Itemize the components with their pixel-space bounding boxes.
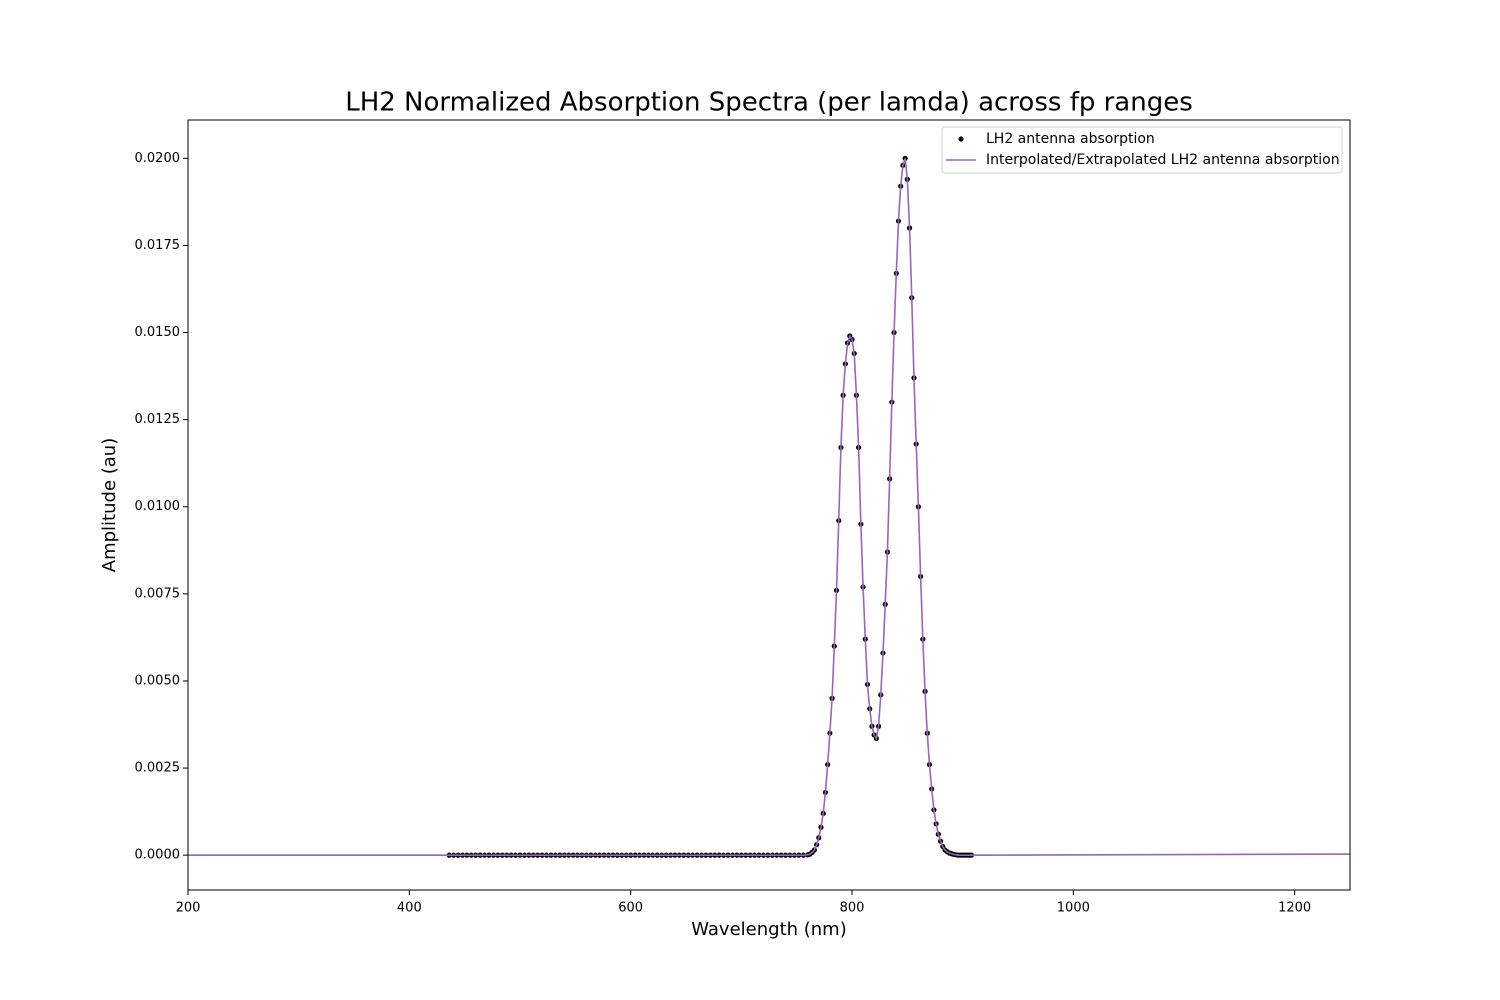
y-tick-label: 0.0100	[135, 499, 181, 514]
x-tick-label: 200	[176, 901, 201, 916]
x-tick-label: 600	[618, 901, 643, 916]
y-tick-label: 0.0075	[135, 586, 181, 601]
legend: LH2 antenna absorption Interpolated/Extra…	[941, 126, 1343, 174]
legend-marker	[958, 136, 964, 142]
y-tick-label: 0.0200	[135, 151, 181, 166]
y-tick-label: 0.0150	[135, 325, 181, 340]
x-tick-label: 800	[840, 901, 865, 916]
x-axis-label: Wavelength (nm)	[691, 919, 847, 940]
plot-area	[188, 155, 1351, 858]
legend-box	[941, 126, 1343, 174]
y-tick-label: 0.0175	[135, 238, 181, 253]
y-tick-label: 0.0000	[135, 848, 181, 863]
y-axis-label: Amplitude (au)	[99, 438, 120, 572]
chart-title: LH2 Normalized Absorption Spectra (per l…	[345, 88, 1193, 118]
legend-label: LH2 antenna absorption	[986, 131, 1155, 147]
line-series	[188, 158, 1351, 856]
axes-frame	[187, 119, 1351, 891]
x-tick-label: 400	[397, 901, 422, 916]
x-tick-label: 1200	[1278, 901, 1311, 916]
y-tick-label: 0.0025	[135, 761, 181, 776]
y-tick-label: 0.0050	[135, 673, 181, 688]
x-tick-label: 1000	[1057, 901, 1090, 916]
legend-label: Interpolated/Extrapolated LH2 antenna ab…	[986, 152, 1340, 168]
y-tick-label: 0.0125	[135, 412, 181, 427]
